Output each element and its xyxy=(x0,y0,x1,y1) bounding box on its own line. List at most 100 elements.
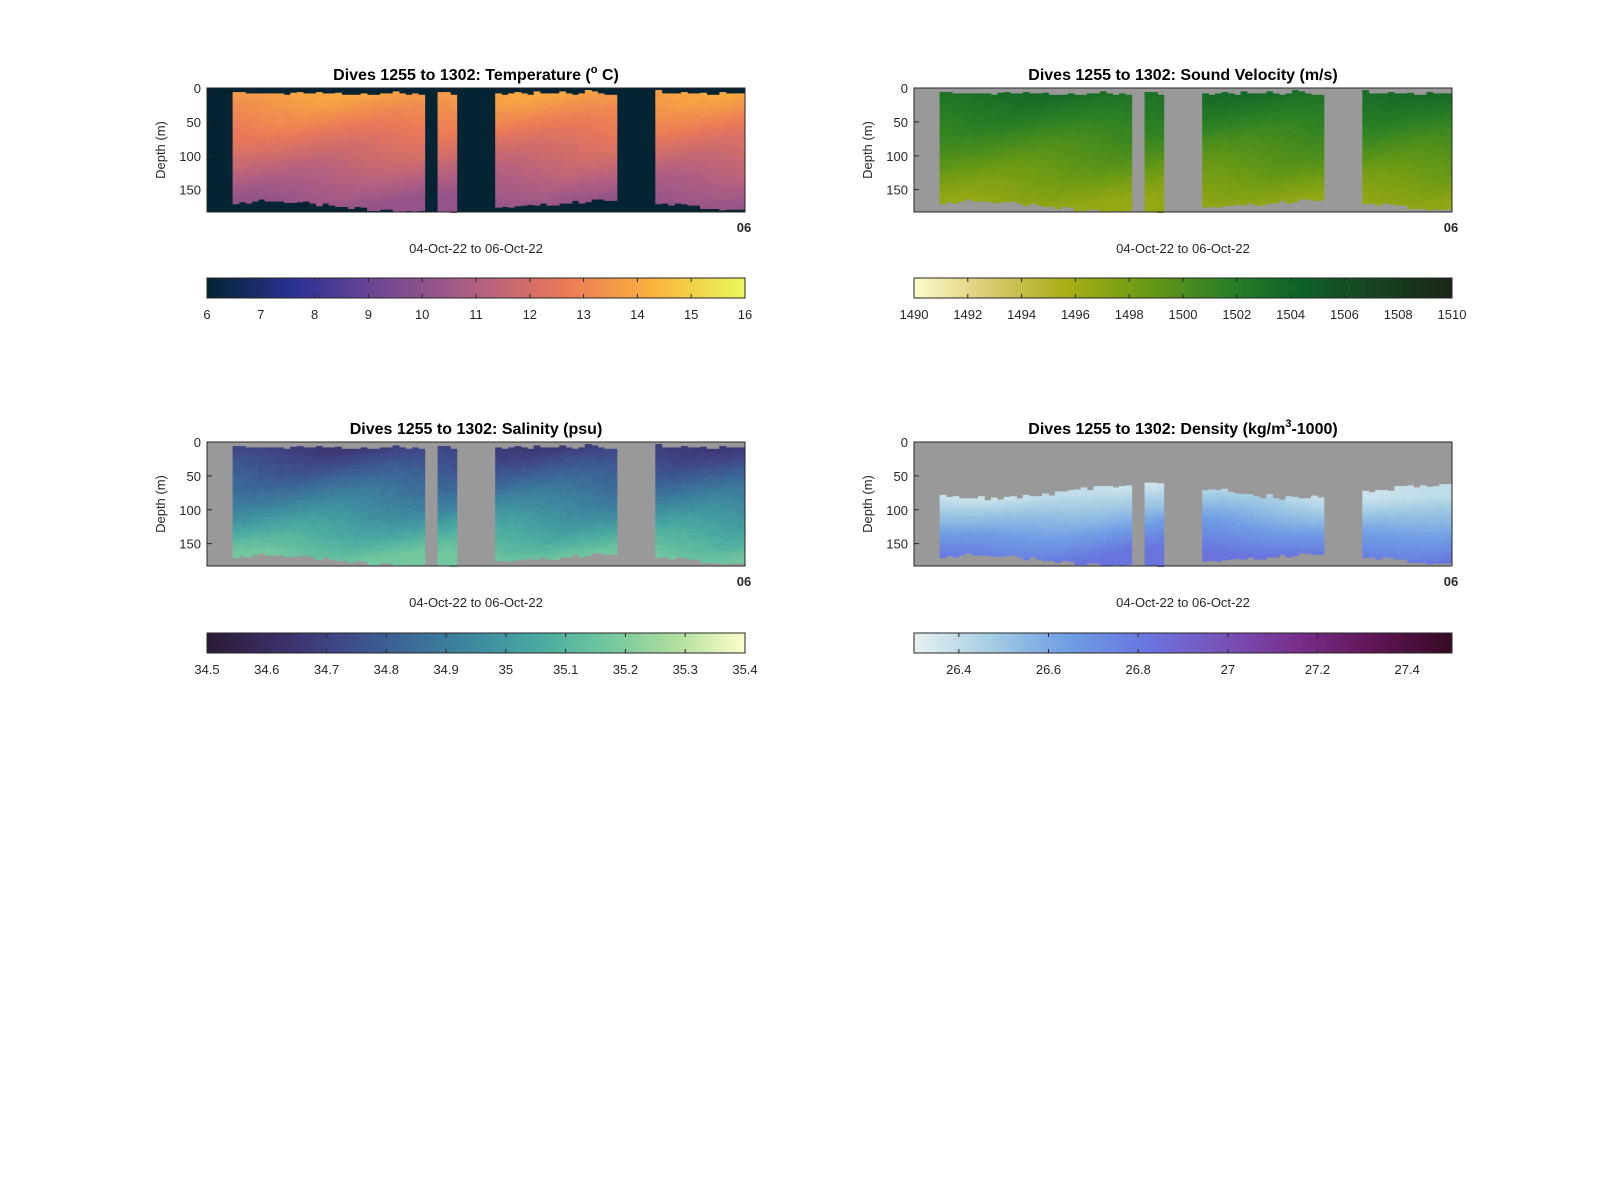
heatmap-cell xyxy=(584,140,592,144)
heatmap-cell xyxy=(990,143,998,146)
heatmap-cell xyxy=(258,109,266,113)
heatmap-cell xyxy=(984,193,992,196)
heatmap-cell xyxy=(990,182,998,185)
heatmap-cell xyxy=(354,196,362,199)
heatmap-cell xyxy=(946,153,953,156)
heatmap-cell xyxy=(508,154,515,157)
heatmap-cell xyxy=(411,190,419,194)
heatmap-cell xyxy=(732,93,739,96)
heatmap-cell xyxy=(437,114,445,117)
heatmap-cell xyxy=(245,188,253,192)
heatmap-cell xyxy=(958,154,966,157)
heatmap-cell xyxy=(367,153,374,157)
heatmap-cell xyxy=(578,188,586,192)
heatmap-cell xyxy=(1029,134,1037,137)
heatmap-cell xyxy=(328,182,336,186)
heatmap-cell xyxy=(661,150,669,153)
heatmap-cell xyxy=(984,172,992,176)
heatmap-cell xyxy=(315,120,323,123)
heatmap-cell xyxy=(1074,206,1081,210)
heatmap-cell xyxy=(508,134,515,137)
chart-title: Dives 1255 to 1302: Temperature (o C) xyxy=(333,64,619,84)
heatmap-cell xyxy=(328,199,336,202)
heatmap-cell xyxy=(239,155,246,158)
heatmap-cell xyxy=(552,142,560,145)
heatmap-cell xyxy=(552,150,560,153)
heatmap-cell xyxy=(501,159,509,163)
heatmap-cell xyxy=(1080,125,1088,128)
heatmap-cell xyxy=(264,186,272,190)
heatmap-cell xyxy=(591,146,599,149)
heatmap-cell xyxy=(1029,190,1037,194)
heatmap-cell xyxy=(1080,159,1088,163)
heatmap-cell xyxy=(971,132,979,135)
heatmap-cell xyxy=(655,126,663,130)
heatmap-cell xyxy=(578,130,586,133)
heatmap-cell xyxy=(546,158,554,161)
heatmap-cell xyxy=(655,167,663,170)
heatmap-cell xyxy=(1048,188,1056,191)
heatmap-cell xyxy=(687,123,695,127)
heatmap-cell xyxy=(520,101,528,104)
heatmap-cell xyxy=(661,109,669,113)
heatmap-cell xyxy=(277,144,285,147)
heatmap-cell xyxy=(978,160,985,163)
heatmap-cell xyxy=(514,110,522,113)
heatmap-cell xyxy=(1048,202,1056,205)
heatmap-cell xyxy=(578,103,586,107)
heatmap-cell xyxy=(290,161,298,165)
heatmap-cell xyxy=(1074,188,1081,191)
heatmap-cell xyxy=(437,110,445,113)
heatmap-cell xyxy=(527,159,535,163)
heatmap-cell xyxy=(309,113,317,117)
heatmap-cell xyxy=(674,195,682,198)
heatmap-cell xyxy=(674,117,682,121)
heatmap-cell xyxy=(1067,199,1075,202)
heatmap-cell xyxy=(405,180,413,183)
heatmap-cell xyxy=(296,173,304,176)
heatmap-cell xyxy=(309,158,317,161)
heatmap-cell xyxy=(700,94,707,98)
heatmap-cell xyxy=(604,196,611,199)
heatmap-cell xyxy=(738,205,746,208)
heatmap-cell xyxy=(559,134,567,137)
colorbar-tick-label: 7 xyxy=(257,307,264,322)
heatmap-cell xyxy=(533,140,541,143)
heatmap-cell xyxy=(527,139,535,142)
heatmap-cell xyxy=(997,123,1005,126)
heatmap-cell xyxy=(1080,174,1088,177)
heatmap-cell xyxy=(514,132,522,136)
heatmap-cell xyxy=(584,134,592,138)
heatmap-cell xyxy=(680,104,688,107)
heatmap-cell xyxy=(360,134,368,137)
heatmap-cell xyxy=(283,198,291,201)
heatmap-cell xyxy=(712,155,720,159)
heatmap-cell xyxy=(946,92,953,95)
heatmap-cell xyxy=(661,195,669,198)
heatmap-cell xyxy=(693,201,701,204)
heatmap-cell xyxy=(687,152,695,155)
heatmap-cell xyxy=(591,113,599,117)
heatmap-cell xyxy=(501,200,509,203)
heatmap-cell xyxy=(971,121,979,125)
heatmap-cell xyxy=(411,134,419,137)
heatmap-cell xyxy=(1022,122,1030,125)
heatmap-cell xyxy=(1029,142,1037,145)
heatmap-cell xyxy=(1061,104,1069,108)
heatmap-cell xyxy=(1067,158,1075,161)
heatmap-cell xyxy=(283,196,291,199)
heatmap-cell xyxy=(971,115,979,119)
heatmap-cell xyxy=(1029,188,1037,192)
heatmap-cell xyxy=(978,101,985,104)
heatmap-cell xyxy=(315,201,323,205)
heatmap-cell xyxy=(546,130,554,133)
heatmap-cell xyxy=(687,156,695,159)
heatmap-cell xyxy=(939,92,947,95)
heatmap-cell xyxy=(971,140,979,143)
heatmap-cell xyxy=(990,155,998,159)
heatmap-cell xyxy=(1003,124,1011,128)
heatmap-cell xyxy=(661,142,669,145)
heatmap-cell xyxy=(693,193,701,196)
heatmap-cell xyxy=(1042,117,1049,120)
heatmap-cell xyxy=(533,123,541,127)
